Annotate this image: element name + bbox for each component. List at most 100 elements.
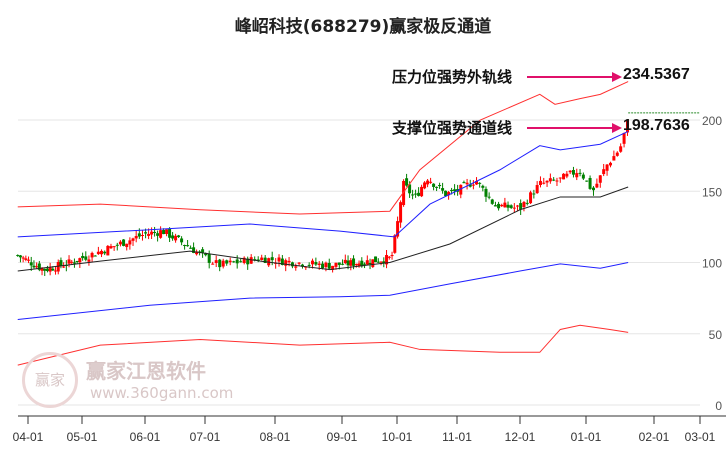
candle-body <box>565 173 569 177</box>
candle-body <box>331 265 335 270</box>
candle-body <box>249 257 253 264</box>
annotation-arrowhead <box>612 72 622 82</box>
candle-body <box>385 255 389 265</box>
candle-body <box>432 183 436 187</box>
candle-body <box>465 182 469 185</box>
candle-body <box>59 260 63 266</box>
candle-body <box>393 235 397 253</box>
candle-body <box>490 199 494 204</box>
x-tick-label: 07-01 <box>190 430 221 444</box>
x-tick-label: 02-01 <box>639 430 670 444</box>
candle-body <box>115 244 119 246</box>
candle-body <box>337 262 341 265</box>
candle-body <box>307 264 311 266</box>
candle-body <box>619 146 623 152</box>
candle-body <box>109 246 113 249</box>
candle-body <box>90 252 94 258</box>
candle-body <box>118 241 122 245</box>
candle-body <box>263 257 267 264</box>
candle-body <box>54 270 58 272</box>
candle-body <box>497 203 501 209</box>
candle-body <box>612 156 616 161</box>
candle-body <box>535 185 539 194</box>
candle-body <box>195 251 199 255</box>
candle-body <box>545 180 549 183</box>
series-upper-channel <box>17 130 629 238</box>
candle-body <box>45 268 49 272</box>
candle-body <box>343 259 347 264</box>
candle-body <box>72 262 76 264</box>
candle-body <box>354 264 358 266</box>
candle-body <box>595 183 599 188</box>
candle-body <box>575 173 579 178</box>
candle-body <box>162 230 166 235</box>
candle-body <box>171 235 175 239</box>
candle-body <box>519 203 523 210</box>
candle-body <box>314 262 318 265</box>
candle-body <box>357 263 361 267</box>
series-upper-outer <box>17 81 629 215</box>
candle-body <box>235 259 239 264</box>
y-tick-label: 50 <box>709 328 723 342</box>
candle-body <box>571 170 575 175</box>
candle-body <box>21 257 25 259</box>
candle-body <box>411 194 415 196</box>
candle-body <box>207 253 211 263</box>
candle-body <box>67 259 71 264</box>
candle-body <box>211 263 215 265</box>
candle-body <box>256 259 260 261</box>
watermark-url: www.360gann.com <box>90 384 234 402</box>
y-tick-label: 150 <box>702 185 722 199</box>
candle-body <box>608 162 612 166</box>
candle-body <box>605 164 609 171</box>
candle-body <box>290 262 294 267</box>
candle-body <box>462 182 466 184</box>
candle-body <box>423 182 427 189</box>
candle-body <box>538 180 542 186</box>
candle-body <box>75 260 79 262</box>
candle-body <box>555 180 559 182</box>
candle-body <box>408 184 412 194</box>
candle-body <box>106 245 110 256</box>
candle-body <box>280 258 284 265</box>
candle-body <box>552 179 556 181</box>
candle-body <box>56 262 60 272</box>
candle-body <box>414 193 418 195</box>
candle-body <box>588 177 592 189</box>
candle-body <box>352 258 356 266</box>
candle-body <box>382 261 386 264</box>
chart-title: 峰岹科技(688279)赢家极反通道 <box>234 17 492 37</box>
candle-body <box>493 205 497 207</box>
candle-body <box>625 119 629 133</box>
candle-body <box>581 174 585 179</box>
x-tick-label: 03-01 <box>685 430 716 444</box>
candle-body <box>478 182 482 184</box>
candle-body <box>27 259 31 261</box>
candle-body <box>24 258 28 260</box>
candle-body <box>177 235 181 238</box>
candle-body <box>144 232 148 234</box>
candle-body <box>131 238 135 241</box>
series-lower-outer <box>17 324 629 366</box>
support-label: 支撑位强势通道线 <box>392 119 513 137</box>
candle-body <box>304 266 308 268</box>
candle-body <box>159 230 163 238</box>
candle-body <box>297 262 301 264</box>
candle-body <box>204 252 208 256</box>
candle-body <box>225 260 229 264</box>
candle-body <box>346 260 350 266</box>
candle-body <box>360 260 364 267</box>
candle-body <box>568 170 572 173</box>
candle-body <box>379 261 383 263</box>
candle-body <box>253 259 257 261</box>
candle-body <box>321 263 325 269</box>
candle-body <box>529 192 533 204</box>
y-tick-label: 200 <box>702 114 722 128</box>
candle-body <box>174 235 178 241</box>
candle-body <box>426 180 430 185</box>
candle-body <box>503 202 507 208</box>
candle-body <box>512 207 516 209</box>
candle-body <box>32 265 36 268</box>
candle-body <box>232 261 236 263</box>
candle-body <box>459 184 463 195</box>
